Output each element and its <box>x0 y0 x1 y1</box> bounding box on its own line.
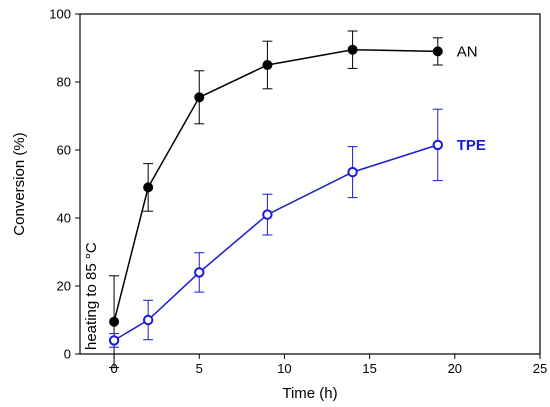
data-point <box>143 182 154 193</box>
data-point <box>109 316 120 327</box>
x-tick-label: 25 <box>533 361 547 376</box>
data-point <box>142 314 154 326</box>
data-point <box>432 139 443 151</box>
series-label: AN <box>457 43 478 60</box>
plot-frame <box>79 13 541 355</box>
data-point <box>262 60 273 70</box>
y-tick-label: 60 <box>57 143 71 158</box>
y-tick-label: 100 <box>49 7 71 22</box>
data-point <box>194 267 205 278</box>
series-label: TPE <box>457 137 486 154</box>
axes: 0 5 10 15 20 25 0 20 40 60 80 100 <box>49 7 547 377</box>
data-point <box>194 92 205 103</box>
data-point <box>347 44 358 55</box>
x-axis-title: Time (h) <box>282 385 337 402</box>
x-tick-label: 0 <box>110 361 117 376</box>
data-point <box>262 209 273 220</box>
y-tick-label: 20 <box>57 279 71 294</box>
x-tick-label: 15 <box>362 361 376 376</box>
heating-annotation: heating to 85 °C <box>83 242 100 350</box>
data-point <box>108 335 120 346</box>
y-tick-label: 0 <box>64 347 71 362</box>
y-tick-label: 40 <box>57 211 71 226</box>
series-an: AN <box>109 30 478 369</box>
series-line <box>113 144 439 342</box>
x-tick-label: 5 <box>196 361 203 376</box>
x-tick-label: 20 <box>448 361 462 376</box>
series-tpe: TPE <box>108 108 486 348</box>
x-tick-label: 10 <box>277 361 291 376</box>
y-tick-label: 80 <box>57 75 71 90</box>
data-point <box>347 166 358 178</box>
data-point <box>432 46 443 57</box>
y-axis-title: Conversion (%) <box>11 132 28 235</box>
series-layer: AN TPE <box>108 30 486 369</box>
series-line <box>113 48 438 322</box>
